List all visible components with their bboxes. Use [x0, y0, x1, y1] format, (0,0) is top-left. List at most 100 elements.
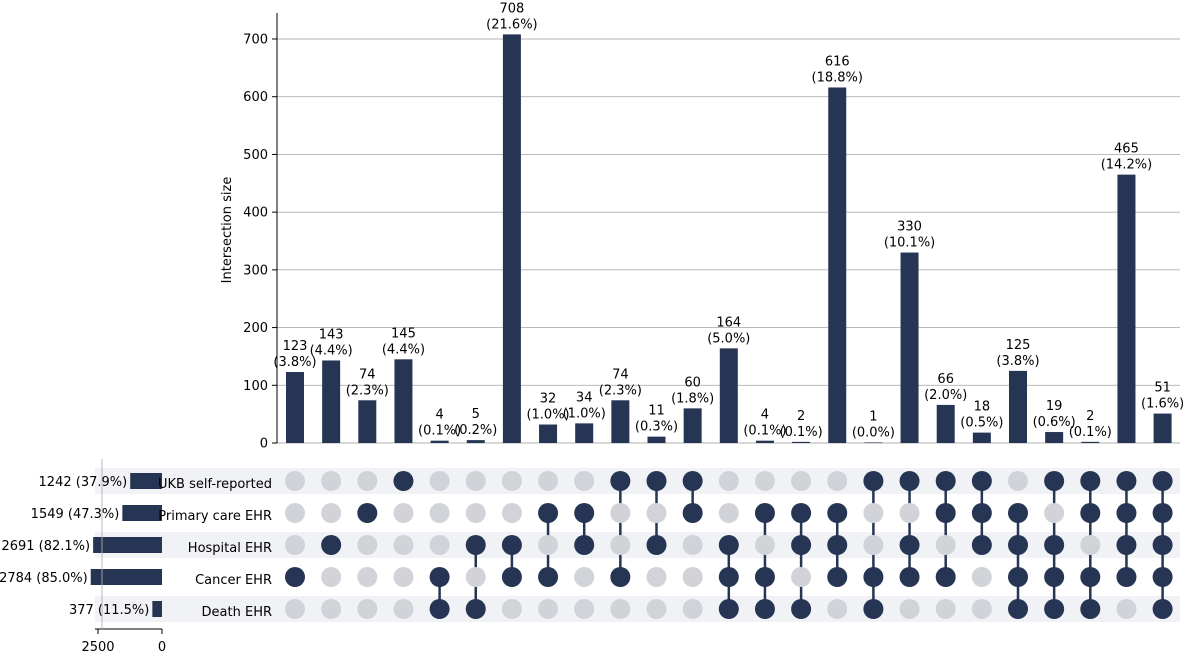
matrix-dot-active [1008, 599, 1028, 619]
matrix-dot-active [791, 599, 812, 619]
bar-count-label: 4 [761, 408, 769, 423]
matrix-dot-inactive [682, 599, 703, 619]
bar-percent-label: (0.3%) [635, 420, 678, 435]
matrix-dot-active [501, 567, 522, 587]
intersection-bar [972, 432, 991, 443]
matrix-dot-active [1152, 599, 1173, 619]
matrix-dot-active [610, 471, 631, 491]
matrix-row-band [95, 532, 1180, 558]
bar-count-label: 145 [391, 326, 416, 341]
matrix-dot-inactive [285, 471, 305, 491]
matrix-dot-inactive [935, 599, 956, 619]
matrix-dot-active [935, 567, 956, 587]
matrix-dot-inactive [538, 535, 559, 555]
matrix-dot-inactive [1008, 471, 1028, 491]
gridlines [277, 38, 1180, 444]
intersection-bar [828, 87, 847, 443]
matrix-dot-inactive [501, 599, 522, 619]
bar-percent-label: (2.3%) [599, 383, 642, 398]
bar-count-label: 18 [974, 400, 991, 415]
intersection-bar [322, 360, 341, 443]
set-size-axis: 2500 0 [81, 459, 166, 655]
matrix-dot-active [863, 567, 884, 587]
matrix-dot-inactive [501, 471, 522, 491]
matrix-dot-active [1152, 471, 1173, 491]
set-size-label: 2691 (82.1%) [1, 539, 90, 554]
set-axis-tick-label: 0 [158, 640, 166, 653]
intersection-bar [611, 400, 630, 443]
matrix-dot-active [610, 567, 631, 587]
matrix-dot-active [971, 535, 992, 555]
bar-percent-label: (0.1%) [418, 424, 461, 439]
intersection-bar [900, 252, 919, 443]
matrix-dot-active [357, 503, 378, 523]
intersection-bar [755, 440, 774, 443]
intersection-bar [936, 404, 955, 443]
matrix-dot-active [718, 599, 739, 619]
matrix-dot-active [429, 599, 450, 619]
bar-count-label: 164 [716, 315, 741, 330]
matrix-dot-active [1008, 535, 1028, 555]
intersection-bar [1081, 441, 1100, 443]
matrix-dot-inactive [791, 567, 812, 587]
matrix-dot-inactive [899, 503, 920, 523]
y-tick-label: 200 [243, 321, 268, 336]
matrix-dot-inactive [465, 471, 486, 491]
matrix-dot-active [1008, 567, 1028, 587]
matrix-dot-inactive [610, 599, 631, 619]
y-tick-label: 600 [243, 90, 268, 105]
matrix-dot-active [321, 535, 342, 555]
bar-percent-label: (1.6%) [1141, 397, 1184, 412]
matrix-dot-inactive [357, 567, 378, 587]
intersection-bar [1045, 432, 1064, 443]
matrix-dot-active [935, 471, 956, 491]
matrix-dot-inactive [718, 471, 739, 491]
matrix-dot-active [1044, 471, 1065, 491]
matrix-dot-active [1152, 567, 1173, 587]
bar-percent-label: (14.2%) [1101, 158, 1152, 173]
bar-percent-label: (2.3%) [346, 383, 389, 398]
bar-count-label: 60 [684, 375, 701, 390]
matrix-row-bands [95, 468, 1180, 622]
matrix-dot-inactive [827, 471, 848, 491]
intersection-bar [1009, 370, 1027, 443]
bar-percent-label: (3.8%) [273, 355, 316, 370]
matrix-dot-active [1044, 535, 1065, 555]
matrix-dot-inactive [285, 535, 305, 555]
matrix-dot-inactive [610, 535, 631, 555]
matrix-row-band [95, 468, 1180, 494]
intersection-bar [683, 408, 702, 443]
matrix-dot-inactive [574, 471, 595, 491]
matrix-dot-inactive [791, 471, 812, 491]
bar-count-label: 708 [499, 1, 524, 16]
matrix-dot-active [754, 567, 775, 587]
bar-count-label: 2 [797, 409, 805, 424]
bar-count-label: 34 [576, 390, 593, 405]
matrix-dot-active [1080, 471, 1101, 491]
set-size-label: 377 (11.5%) [69, 603, 149, 618]
y-tick-label: 400 [243, 206, 268, 221]
set-labels: UKB self-reported Primary care EHR Hospita… [158, 477, 272, 620]
bar-count-label: 74 [612, 367, 629, 382]
matrix-dot-inactive [718, 503, 739, 523]
matrix-dot-active [682, 503, 703, 523]
set-size-bar [122, 505, 162, 521]
matrix-dot-active [827, 503, 848, 523]
matrix-dot-active [1116, 567, 1137, 587]
matrix-dot-inactive [357, 471, 378, 491]
set-axis-tick-label: 2500 [81, 640, 114, 653]
intersection-bar [864, 442, 883, 444]
matrix-dot-active [1152, 503, 1173, 523]
matrix-dot-active [1008, 503, 1028, 523]
matrix-dot-active [429, 567, 450, 587]
matrix-dot-active [1044, 567, 1065, 587]
set-name-label: Primary care EHR [158, 509, 272, 524]
intersection-bar [647, 436, 666, 443]
matrix-dot-inactive [754, 535, 775, 555]
matrix-dot-active [538, 567, 559, 587]
bar-percent-label: (10.1%) [884, 236, 935, 251]
set-name-label: Cancer EHR [195, 573, 272, 588]
matrix-dot-active [1080, 599, 1101, 619]
bar-percent-label: (1.0%) [526, 408, 569, 423]
matrix-dot-inactive [465, 503, 486, 523]
